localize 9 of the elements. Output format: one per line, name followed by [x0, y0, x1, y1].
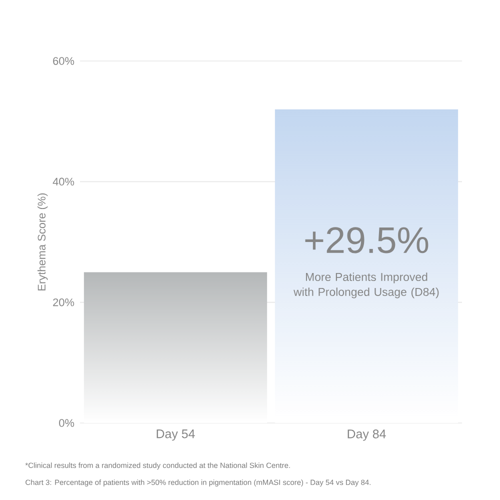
y-tick-label: 20%: [53, 298, 74, 306]
x-tick-label: Day 54: [156, 430, 195, 441]
y-axis-title: Erythema Score (%): [37, 193, 48, 290]
y-tick-label: 60%: [53, 57, 74, 65]
x-tick-label: Day 84: [348, 430, 386, 441]
annotation: More Patients Improved with Prolonged Usage (D84): [294, 272, 439, 298]
y-tick-label: 40%: [52, 178, 74, 186]
annotation: +29.5%: [305, 227, 428, 254]
y-tick-label: 0%: [59, 419, 74, 427]
